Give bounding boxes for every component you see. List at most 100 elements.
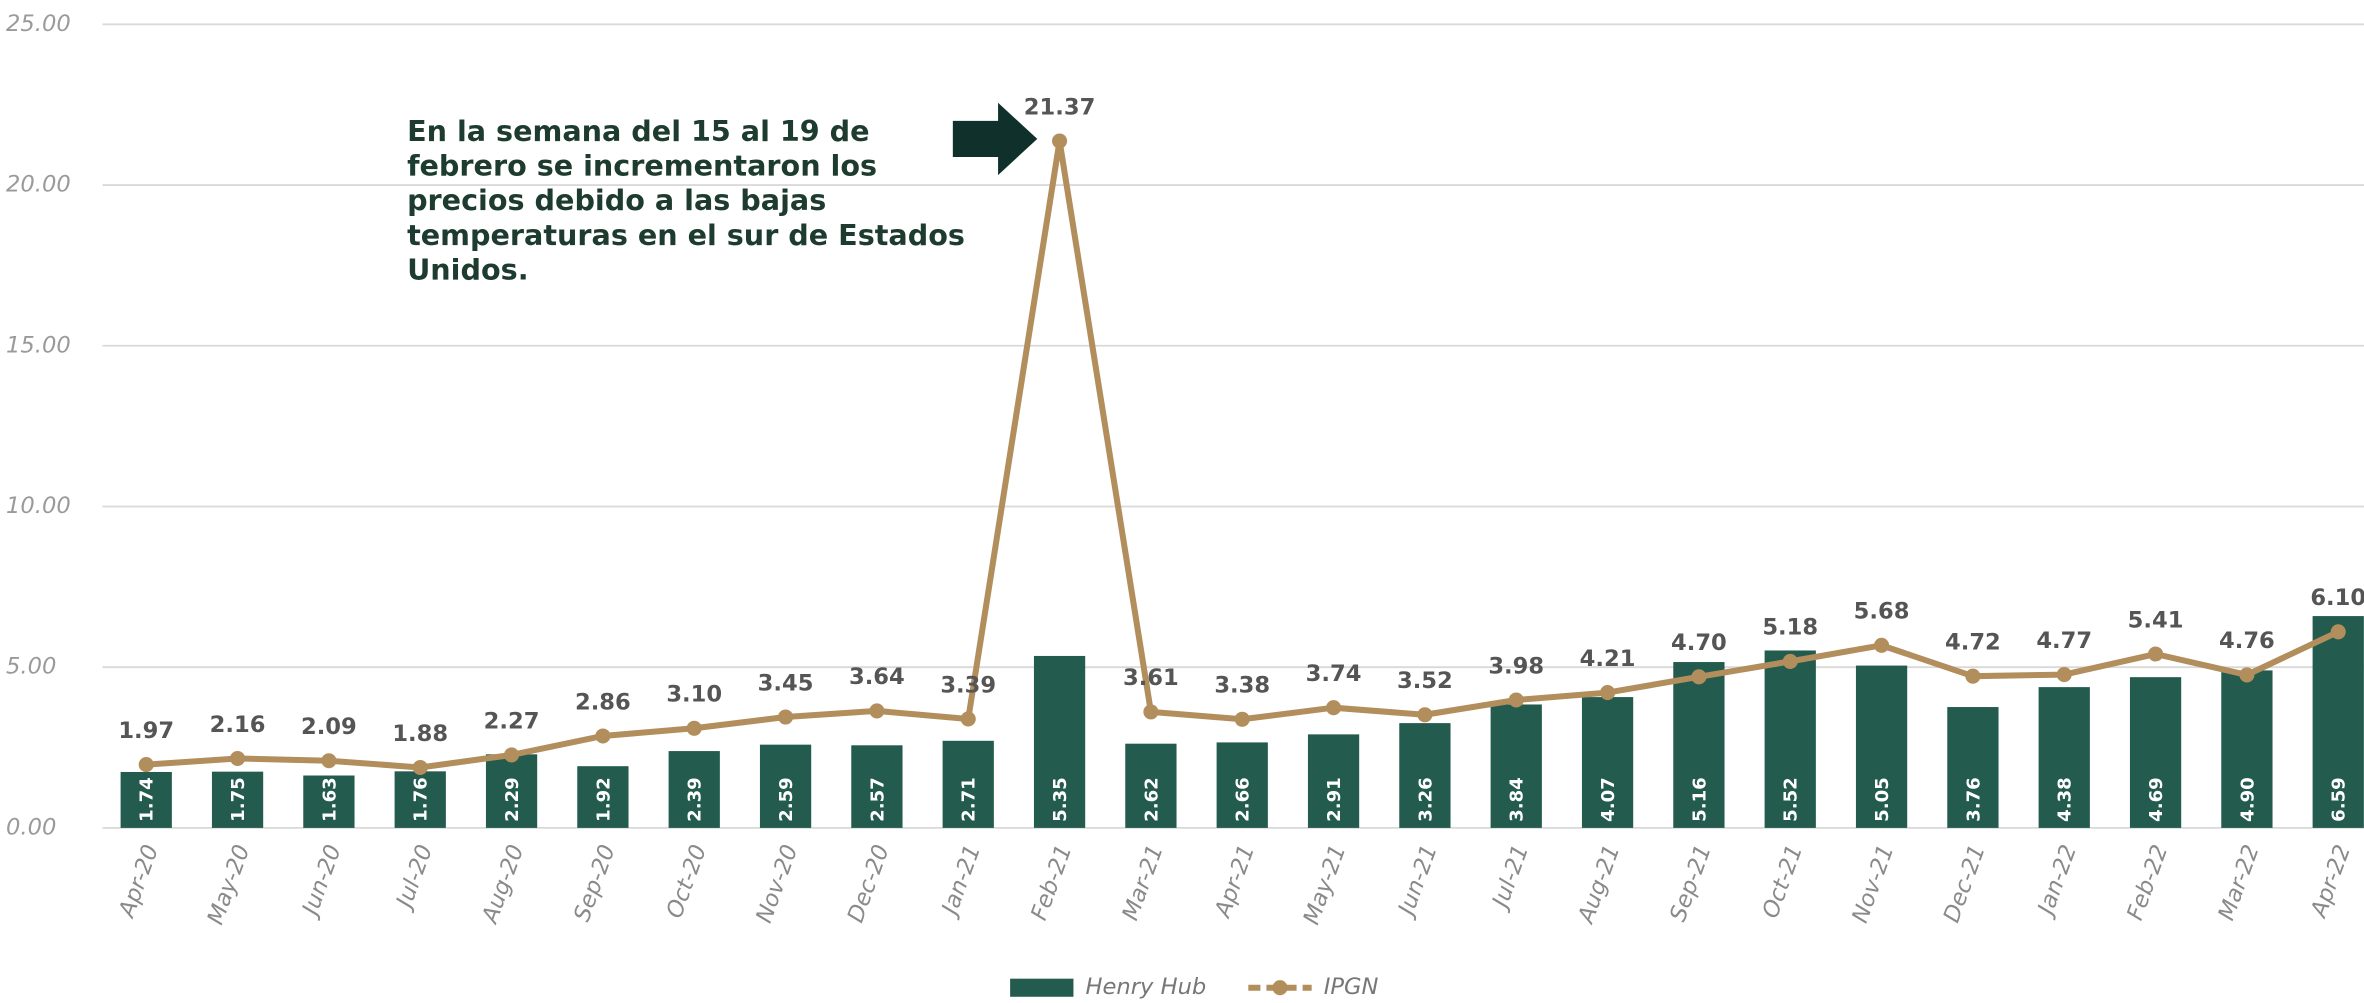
bar-value-label: 5.52 [1781, 777, 1802, 822]
annotation-text: temperaturas en el sur de Estados [407, 218, 965, 252]
x-tick-label: Sep-21 [1665, 841, 1717, 925]
line-value-label: 3.10 [666, 682, 722, 708]
line-point [778, 709, 794, 725]
bar [2038, 687, 2090, 828]
x-tick-label: Oct-21 [1758, 841, 1808, 921]
legend-swatch [1010, 978, 1074, 997]
line-point [1417, 707, 1433, 723]
line-point [2239, 667, 2255, 683]
line-value-label: 2.86 [575, 689, 631, 715]
y-tick-label: 25.00 [6, 11, 71, 37]
bar-value-label: 3.76 [1963, 777, 1984, 822]
line-point [1234, 711, 1250, 727]
line-point [1143, 704, 1159, 720]
x-tick-label: Aug-20 [476, 841, 529, 928]
line-point [1600, 685, 1616, 701]
annotation-text: Unidos. [407, 253, 529, 287]
bar [1033, 655, 1086, 828]
x-tick-label: Jan-21 [936, 841, 986, 921]
bar [1307, 734, 1360, 828]
bar-value-label: 2.39 [685, 777, 706, 822]
x-tick-label: Nov-20 [751, 841, 803, 926]
y-tick-label: 0.00 [6, 814, 56, 840]
bar [668, 751, 720, 828]
bar-value-label: 2.57 [867, 777, 888, 822]
line-point [230, 750, 246, 767]
x-tick-label: Jun-20 [296, 841, 347, 922]
bar [1399, 723, 1451, 828]
x-tick-label: Mar-21 [1117, 841, 1168, 924]
bar-value-label: 5.35 [1050, 777, 1071, 822]
bar-value-label: 1.92 [593, 777, 614, 822]
line-value-label: 2.09 [301, 714, 357, 740]
bar [942, 740, 994, 828]
bar-value-label: 5.16 [1689, 777, 1710, 822]
line-point [1508, 692, 1524, 708]
annotation-text: febrero se incrementaron los [407, 149, 877, 183]
bar-value-label: 2.66 [1233, 777, 1254, 822]
bar [2221, 670, 2273, 828]
line-point [1691, 669, 1707, 685]
x-tick-label: Jun-21 [1392, 841, 1443, 922]
x-tick-label: Sep-20 [569, 841, 621, 925]
line-value-label: 1.88 [392, 721, 448, 747]
bar-value-label: 2.62 [1141, 777, 1162, 822]
line-value-label: 4.21 [1580, 646, 1636, 672]
bar [303, 775, 355, 828]
line-point [595, 728, 611, 744]
x-tick-label: Jul-21 [1486, 841, 1534, 914]
bar-value-label: 3.84 [1507, 777, 1528, 822]
bar-value-label: 4.90 [2237, 777, 2258, 822]
line-value-label: 4.77 [2036, 628, 2092, 654]
line-point [2330, 624, 2346, 640]
line-point [1782, 653, 1798, 669]
line-value-label: 3.45 [758, 670, 814, 696]
bar-value-label: 5.05 [1872, 777, 1893, 822]
legend-swatch [1272, 980, 1288, 996]
x-tick-label: Feb-22 [2122, 841, 2173, 923]
line-point [1874, 637, 1890, 653]
x-tick-label: Feb-21 [1026, 841, 1077, 923]
line-point [960, 711, 976, 727]
line-point [1965, 668, 1981, 684]
x-tick-label: Dec-21 [1939, 841, 1991, 926]
line-point [504, 747, 520, 763]
x-tick-label: Mar-22 [2213, 841, 2264, 924]
bar-value-label: 1.63 [319, 777, 340, 822]
bar-value-label: 2.91 [1324, 777, 1345, 822]
y-tick-label: 15.00 [6, 332, 71, 358]
bar-value-label: 2.71 [959, 777, 980, 822]
bar-value-label: 4.38 [2055, 777, 2076, 822]
line-value-label: 2.27 [484, 708, 540, 734]
line-value-label: 5.41 [2128, 607, 2184, 633]
bar [2312, 616, 2364, 828]
bar [2129, 677, 2182, 828]
bar-value-label: 6.59 [2329, 777, 2350, 822]
line-value-label: 1.97 [118, 718, 174, 744]
line-value-label: 3.61 [1123, 665, 1179, 691]
x-tick-label: Oct-20 [662, 841, 712, 921]
bar [1947, 707, 1999, 828]
y-tick-label: 5.00 [6, 654, 56, 680]
annotation-text: En la semana del 15 al 19 de [407, 114, 870, 148]
x-tick-label: Aug-21 [1572, 841, 1625, 928]
bar [120, 771, 172, 828]
line-value-label: 5.68 [1854, 599, 1910, 625]
line-point [321, 753, 337, 769]
bar [485, 754, 538, 828]
x-tick-label: Dec-20 [843, 841, 895, 926]
bar [1581, 697, 1634, 828]
bar [1855, 665, 1908, 828]
line-point [686, 720, 702, 736]
bar-value-label: 1.74 [137, 777, 158, 822]
bar [759, 744, 812, 828]
x-tick-label: Nov-21 [1847, 841, 1899, 926]
line-point [1052, 133, 1068, 149]
bar-value-label: 1.75 [228, 777, 249, 822]
bar [577, 766, 629, 828]
bar [211, 771, 264, 828]
y-tick-label: 10.00 [6, 493, 71, 519]
x-tick-label: Apr-22 [2305, 841, 2356, 922]
